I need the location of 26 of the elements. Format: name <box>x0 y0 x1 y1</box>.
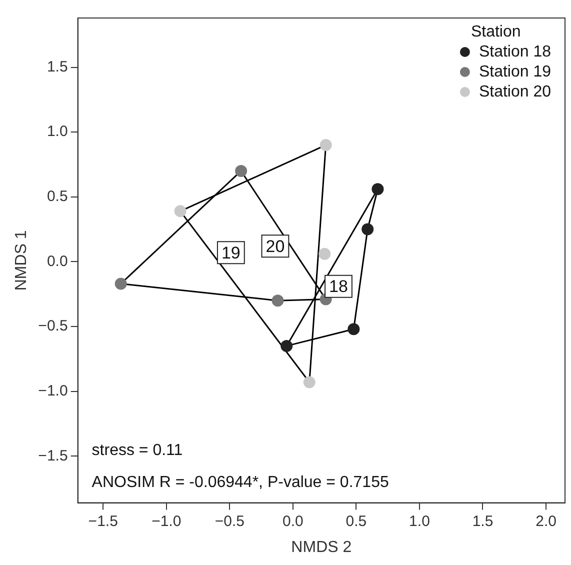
y-tick-label: −1.5 <box>38 447 68 464</box>
x-tick-label: 0.0 <box>282 512 304 530</box>
y-tick-label: −0.5 <box>38 318 68 335</box>
x-axis-title: NMDS 2 <box>291 538 352 556</box>
annotation: 18 <box>329 277 348 296</box>
annotation: 19 <box>221 243 240 262</box>
x-tick-label: 1.0 <box>409 512 430 530</box>
x-tick-label: −1.0 <box>152 512 182 530</box>
x-tick-label: 1.5 <box>472 512 494 530</box>
x-tick-label: 0.5 <box>346 512 367 530</box>
y-tick-label: 1.0 <box>46 123 68 140</box>
y-tick-label: −1.0 <box>38 382 68 400</box>
annotation: ANOSIM R = -0.06944*, P-value = 0.7155 <box>92 474 389 492</box>
y-tick-label: 0.5 <box>46 188 68 206</box>
legend-title: Station <box>470 23 521 40</box>
x-tick-label: 2.0 <box>536 512 556 530</box>
annotation: 20 <box>266 236 285 256</box>
x-tick-label: −0.5 <box>214 512 244 530</box>
y-tick-label: 0.0 <box>46 252 68 270</box>
legend-label: Station 19 <box>478 63 552 80</box>
y-axis-title: NMDS 1 <box>13 230 30 291</box>
y-tick-label: 1.5 <box>46 58 68 76</box>
annotation: stress = 0.11 <box>92 442 183 460</box>
legend-label: Station 18 <box>478 43 552 60</box>
legend-label: Station 20 <box>478 83 552 100</box>
x-tick-label: −1.5 <box>88 512 118 530</box>
